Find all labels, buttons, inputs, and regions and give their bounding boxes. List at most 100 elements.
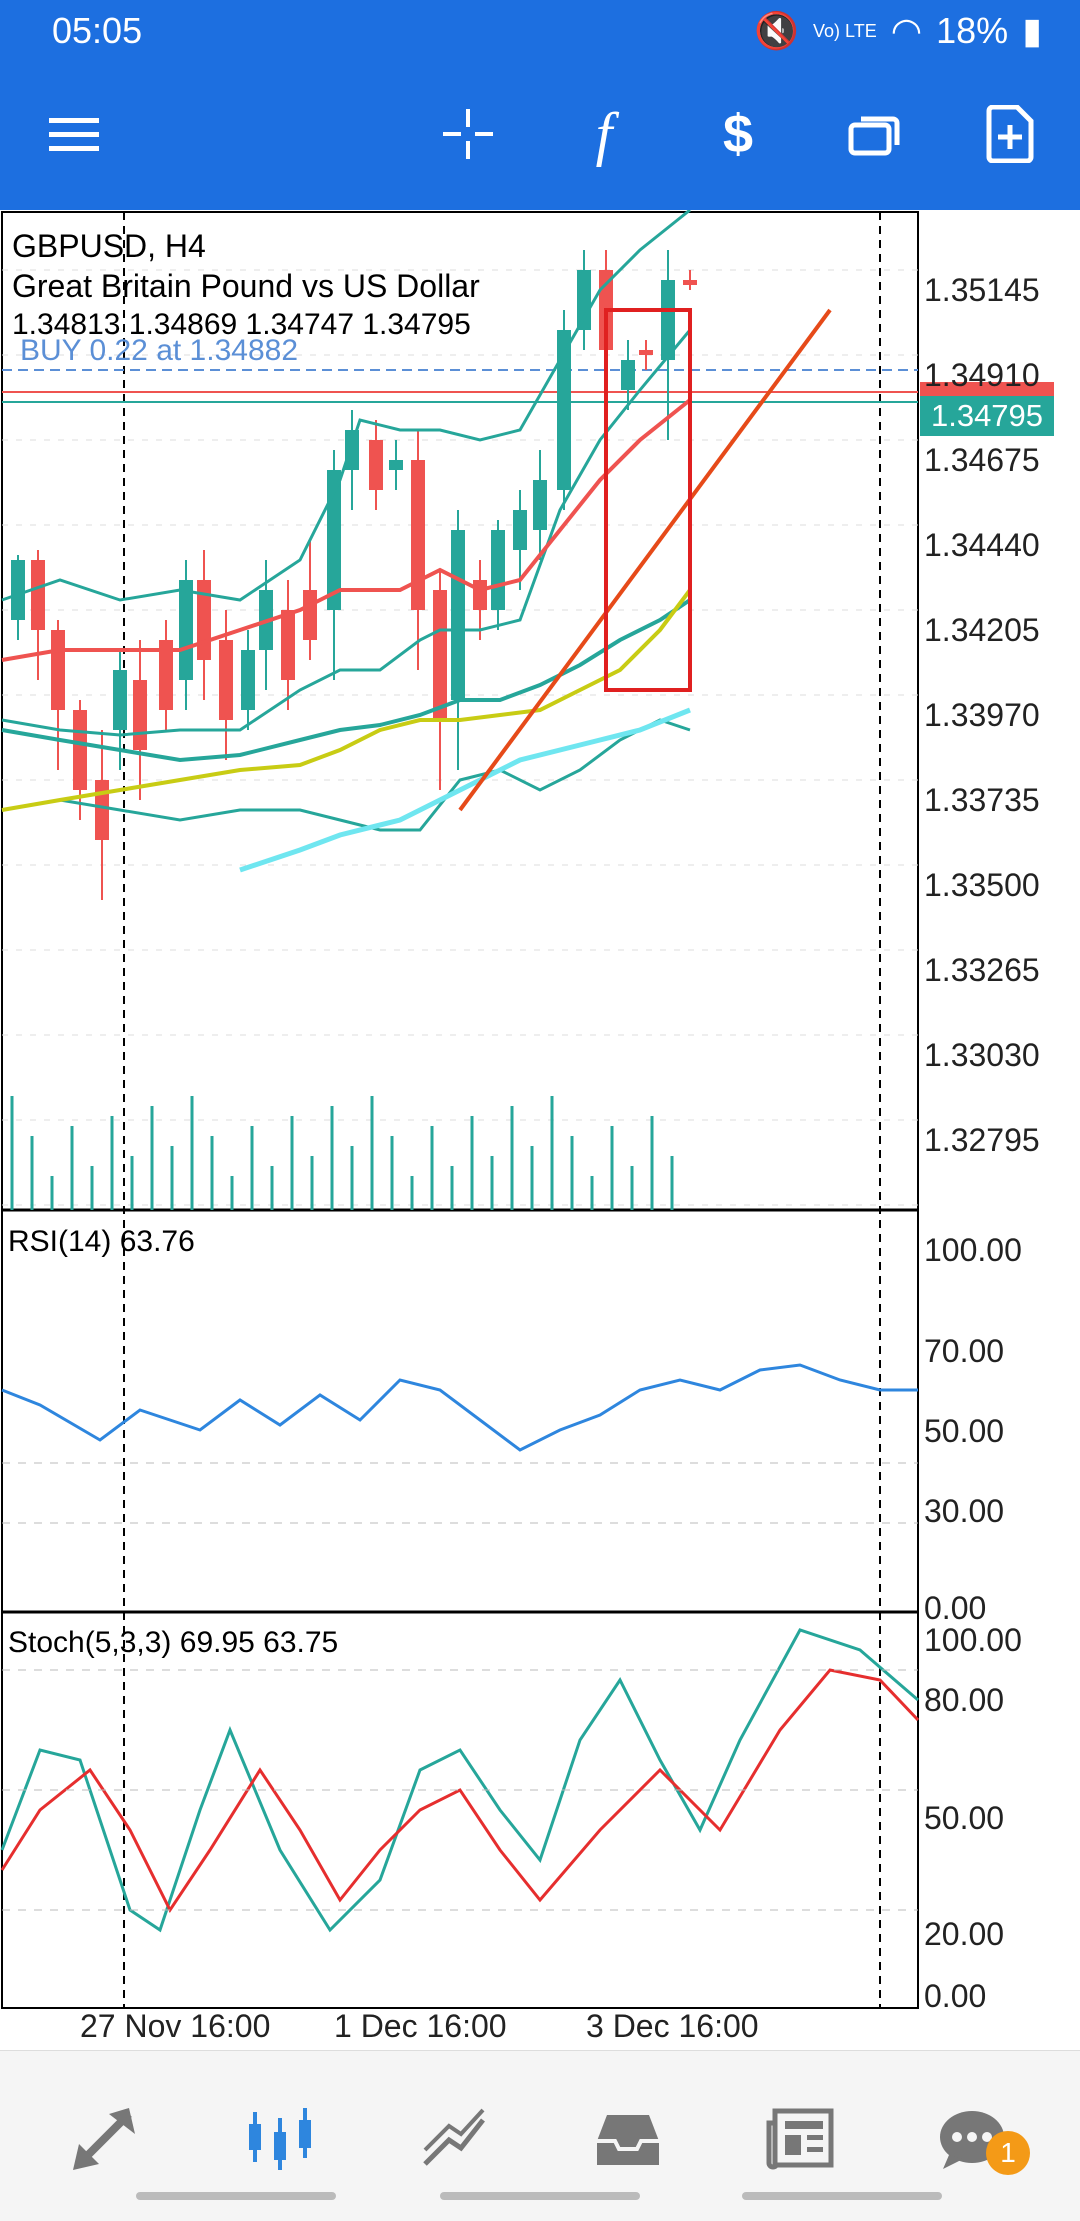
rsi-tick: 0.00 xyxy=(924,1590,987,1626)
stoch-main-line xyxy=(0,1628,919,1933)
stoch-signal-line xyxy=(0,1668,920,1913)
battery-icon: ▮ xyxy=(1022,10,1042,51)
candle-body xyxy=(159,640,173,710)
price-tick: 1.33030 xyxy=(924,1037,1040,1073)
trade-icon[interactable]: $ xyxy=(722,104,754,164)
chart-symbol: GBPUSD, H4 xyxy=(12,228,206,264)
mute-icon: 🔇 xyxy=(754,10,799,51)
rsi-tick: 30.00 xyxy=(924,1493,1005,1529)
nav-trade-icon[interactable] xyxy=(54,2089,154,2189)
candle-body xyxy=(389,460,403,470)
nav-news-icon[interactable] xyxy=(750,2089,850,2189)
price-tick: 1.35145 xyxy=(924,272,1040,308)
current-price-label: 1.34795 xyxy=(920,396,1054,436)
wifi-icon: ◠ xyxy=(890,10,923,51)
candle-body xyxy=(345,430,359,470)
status-bar: 05:05 🔇 Vo) LTE ◠ 18% ▮ xyxy=(0,0,1080,64)
price-tick: 1.33970 xyxy=(924,697,1040,733)
stoch-tick: 80.00 xyxy=(924,1682,1005,1718)
upper-band xyxy=(1,208,691,602)
stoch-tick: 0.00 xyxy=(924,1978,987,2014)
stoch-label: Stoch(5,3,3) 69.95 63.75 xyxy=(8,1626,339,1659)
candle-body xyxy=(473,580,487,610)
price-tick: 1.34205 xyxy=(924,612,1040,648)
long-ma xyxy=(239,707,691,873)
rsi-line xyxy=(1,1363,918,1452)
time-tick: 27 Nov 16:00 xyxy=(80,2008,271,2044)
price-tick: 1.32795 xyxy=(924,1122,1040,1158)
trend-line xyxy=(458,308,832,812)
candle-body xyxy=(533,480,547,530)
chat-badge: 1 xyxy=(986,2131,1030,2175)
price-tick: 1.34675 xyxy=(924,442,1040,478)
gesture-bar-left xyxy=(136,2192,336,2200)
candle-body xyxy=(411,460,425,610)
top-toolbar: f $ xyxy=(0,64,1080,210)
nav-history-icon[interactable] xyxy=(404,2089,504,2189)
position-label[interactable]: BUY 0.22 at 1.34882 xyxy=(20,334,298,367)
candle-body xyxy=(577,270,591,330)
candle-body xyxy=(11,560,25,620)
candle-body xyxy=(451,530,465,700)
nav-chat-icon[interactable]: 1 xyxy=(922,2089,1030,2189)
status-time: 05:05 xyxy=(52,10,143,51)
price-tick: 1.33735 xyxy=(924,782,1040,818)
price-tick: 1.33500 xyxy=(924,867,1040,903)
trend-ma xyxy=(1,588,692,812)
time-tick: 1 Dec 16:00 xyxy=(334,2008,507,2044)
candle-body xyxy=(683,280,697,285)
candle-body xyxy=(179,580,193,680)
price-tick: 1.33265 xyxy=(924,952,1040,988)
candle-body xyxy=(219,640,233,720)
chart-canvas[interactable] xyxy=(0,208,1080,2010)
candle-body xyxy=(433,590,447,720)
nav-inbox-icon[interactable] xyxy=(578,2089,678,2189)
candle-body xyxy=(241,650,255,710)
candle-body xyxy=(303,590,317,640)
chart-area[interactable]: GBPUSD, H4 Great Britain Pound vs US Dol… xyxy=(0,208,1080,2044)
candle-body xyxy=(133,680,147,750)
menu-icon[interactable] xyxy=(34,94,114,174)
highlight-box xyxy=(604,308,692,692)
candle-body xyxy=(369,440,383,490)
rsi-tick: 50.00 xyxy=(924,1413,1005,1449)
candle-body xyxy=(513,510,527,550)
candle-body xyxy=(327,470,341,610)
status-right: 🔇 Vo) LTE ◠ 18% ▮ xyxy=(754,10,1042,52)
crosshair-icon[interactable] xyxy=(428,94,508,174)
gesture-bar-right xyxy=(742,2192,942,2200)
middle-band xyxy=(1,329,692,737)
price-tick: 1.34440 xyxy=(924,527,1040,563)
rsi-label: RSI(14) 63.76 xyxy=(8,1225,195,1258)
slow-ma xyxy=(1,598,692,763)
candle-body xyxy=(621,360,635,390)
rsi-tick: 70.00 xyxy=(924,1333,1005,1369)
window-icon[interactable] xyxy=(834,94,914,174)
indicators-icon[interactable]: f xyxy=(595,100,613,167)
candle-body xyxy=(51,630,65,710)
stoch-tick: 20.00 xyxy=(924,1916,1005,1952)
chart-description: Great Britain Pound vs US Dollar xyxy=(12,268,480,304)
chart-ohlc: 1.34813 1.34869 1.34747 1.34795 xyxy=(12,308,471,341)
time-tick: 3 Dec 16:00 xyxy=(586,2008,759,2044)
price-tick: 1.34910 xyxy=(924,357,1040,393)
nav-chart-icon[interactable] xyxy=(230,2089,330,2189)
fast-ma xyxy=(1,398,692,662)
candle-body xyxy=(491,530,505,610)
rsi-tick: 100.00 xyxy=(924,1232,1022,1268)
candle-body xyxy=(113,670,127,730)
stoch-tick: 50.00 xyxy=(924,1800,1005,1836)
candle-body xyxy=(557,330,571,490)
candle-body xyxy=(639,350,653,355)
candle-body xyxy=(31,560,45,630)
lower-band xyxy=(1,718,691,832)
gesture-bar-center xyxy=(440,2192,640,2200)
new-order-icon[interactable] xyxy=(970,94,1050,174)
candle-body xyxy=(281,610,295,680)
chart-frame xyxy=(1,211,919,2009)
candle-body xyxy=(95,780,109,840)
volte-label: Vo) LTE xyxy=(813,20,877,41)
candle-body xyxy=(73,710,87,790)
stoch-tick: 100.00 xyxy=(924,1622,1022,1658)
candle-body xyxy=(661,280,675,360)
